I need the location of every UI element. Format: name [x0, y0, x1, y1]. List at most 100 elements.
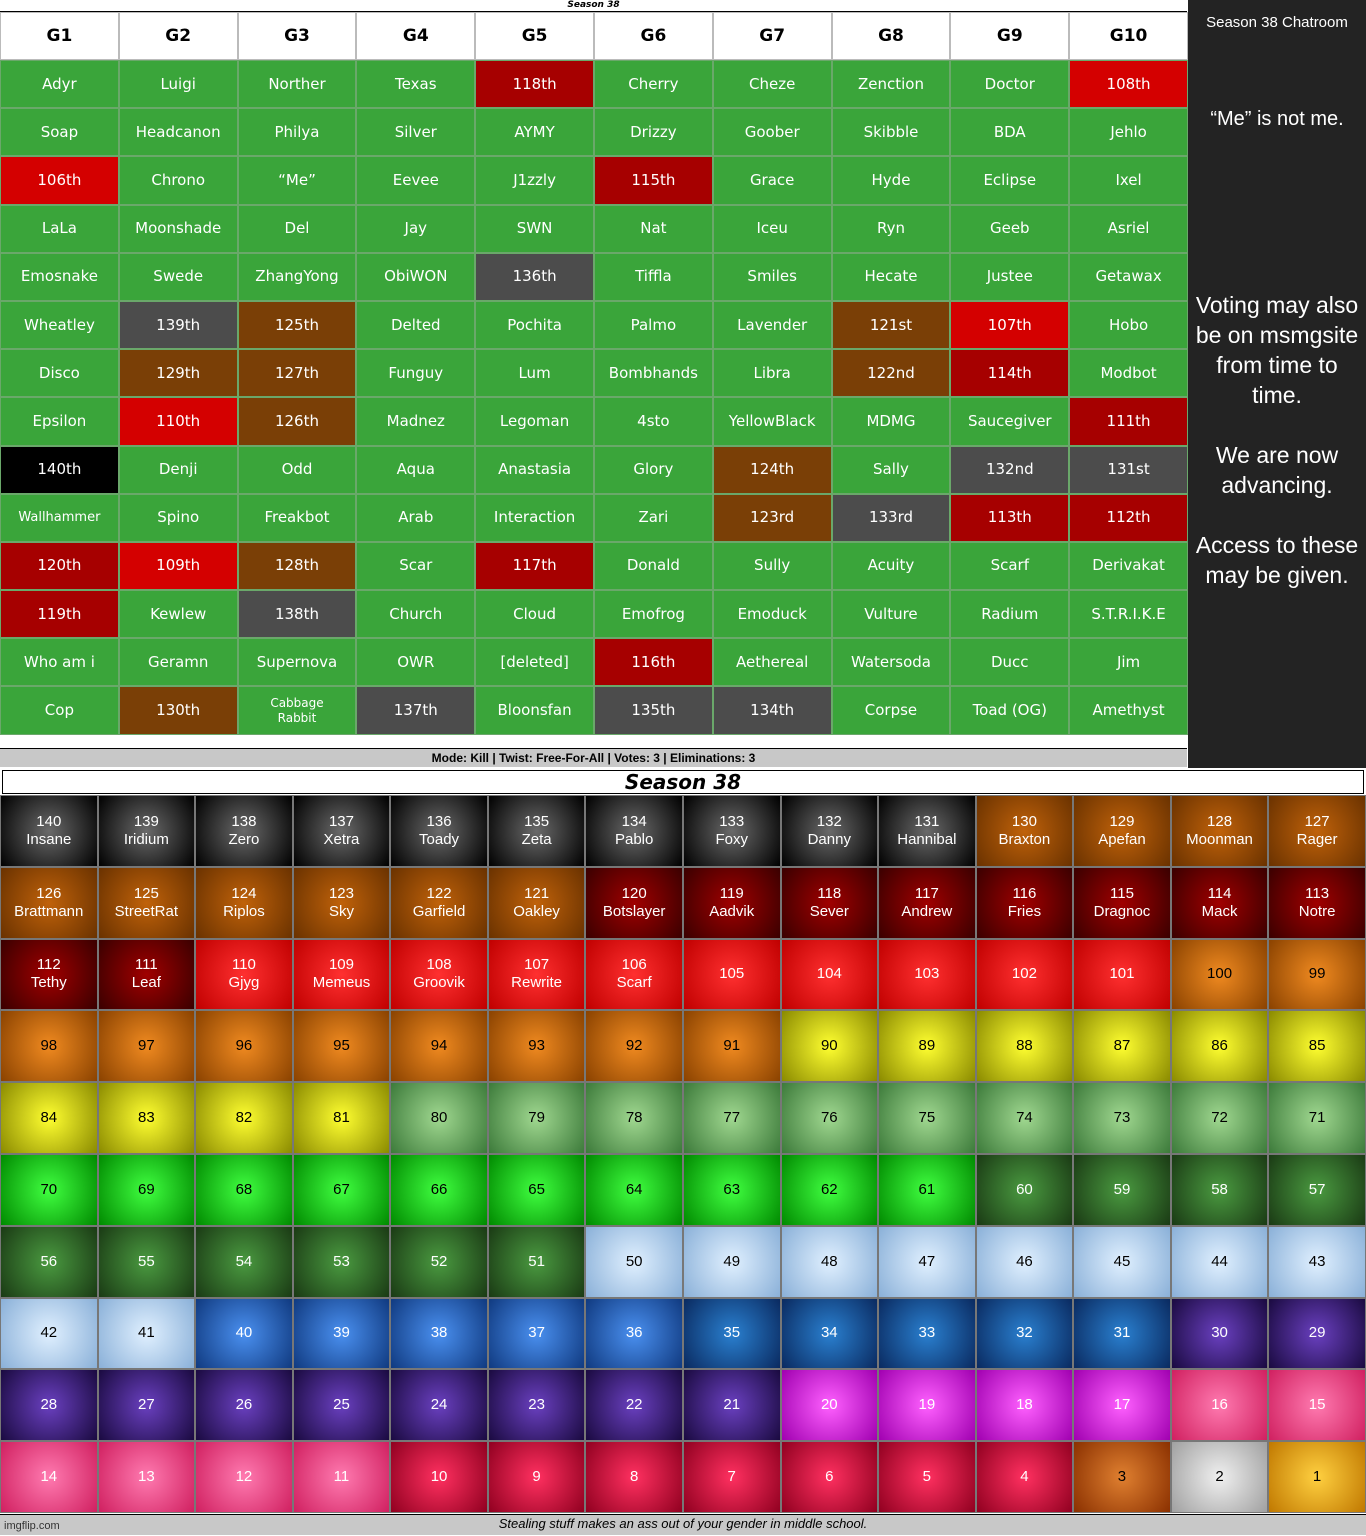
rank-cell: 58	[1170, 1153, 1269, 1226]
rank-cell: 98	[0, 1010, 98, 1083]
contestant-cell: Saucegiver	[950, 397, 1070, 446]
rank-cell: 95	[292, 1010, 391, 1083]
rank-cell: 1	[1268, 1441, 1366, 1513]
rank-cell: 89	[878, 1010, 976, 1083]
rank-cell: 29	[1268, 1297, 1366, 1370]
rank-number: 132	[816, 812, 842, 830]
rank-cell: 84	[0, 1082, 98, 1154]
contestant-cell: ZhangYong	[237, 252, 357, 301]
rank-cell: 15	[1268, 1369, 1366, 1442]
contestant-cell: 113th	[950, 493, 1070, 542]
rank-cell: 139 Iridium	[97, 795, 196, 867]
contestant-cell: Geramn	[118, 638, 238, 687]
rank-name: Aadvik	[709, 902, 755, 920]
rank-number: 70	[40, 1180, 58, 1198]
rank-cell: 64	[585, 1153, 683, 1226]
rank-number: 22	[625, 1396, 643, 1414]
rank-cell: 77	[682, 1082, 781, 1154]
rank-number: 86	[1211, 1037, 1228, 1055]
rank-number: 121	[524, 884, 550, 902]
contestant-cell: AYMY	[475, 108, 594, 157]
contestant-cell: Silver	[356, 108, 476, 157]
rank-number: 112	[36, 956, 61, 974]
contestant-grid: G1 G2 G3 G4 G5 G6 G7 G8 G9 G10 Adyr Luigi Norther Tex…	[0, 12, 1188, 735]
rank-cell: 130 Braxton	[975, 795, 1074, 867]
contestant-cell: Emofrog	[593, 590, 713, 639]
chatroom-note: “Me” is not me.	[1210, 108, 1344, 130]
rank-cell: 131 Hannibal	[878, 795, 976, 867]
contestant-cell: BDA	[950, 108, 1070, 157]
rank-number: 27	[138, 1396, 155, 1414]
rank-cell: 110 Gjyg	[195, 938, 293, 1011]
contestant-cell: Interaction	[475, 493, 594, 542]
rank-cell: 50	[585, 1225, 683, 1298]
rank-number: 125	[133, 884, 159, 902]
contestant-cell: Madnez	[356, 397, 476, 446]
rank-number: 78	[625, 1109, 643, 1127]
contestant-cell: Jim	[1069, 638, 1188, 687]
contestant-cell: Norther	[237, 60, 357, 109]
rank-cell: 6	[780, 1441, 879, 1513]
rank-number: 39	[333, 1324, 350, 1342]
rank-cell: 83	[97, 1082, 196, 1154]
rank-number: 77	[723, 1109, 741, 1127]
rank-number: 57	[1308, 1180, 1326, 1198]
rank-number: 71	[1308, 1109, 1326, 1127]
rank-number: 26	[235, 1396, 253, 1414]
rank-number: 29	[1308, 1324, 1326, 1342]
rank-number: 91	[723, 1037, 741, 1055]
rankings-grid: 140 Insane 139 Iridium 138 Zero 137 Xetra 136 Toa…	[0, 795, 1366, 1513]
rank-number: 101	[1109, 965, 1135, 983]
rank-cell: 119 Aadvik	[682, 866, 781, 939]
contestant-cell: 135th	[593, 686, 713, 735]
rank-cell: 99	[1268, 938, 1366, 1011]
rank-number: 24	[430, 1396, 448, 1414]
contestant-cell: 111th	[1069, 397, 1188, 446]
rank-number: 52	[430, 1252, 448, 1270]
group-header: G1	[0, 12, 119, 60]
contestant-cell: 119th	[0, 590, 119, 639]
rank-number: 95	[333, 1037, 350, 1055]
rank-name: Tethy	[30, 974, 67, 992]
contestant-cell: Zari	[593, 493, 713, 542]
rank-number: 90	[820, 1037, 838, 1055]
rank-cell: 66	[390, 1153, 488, 1226]
rank-cell: 118 Sever	[780, 866, 879, 939]
contestant-cell: Eclipse	[950, 156, 1070, 205]
rank-cell: 124 Riplos	[195, 866, 293, 939]
contestant-cell: Smiles	[712, 252, 832, 301]
rank-cell: 45	[1073, 1225, 1171, 1298]
rank-cell: 65	[487, 1153, 586, 1226]
rank-number: 104	[816, 965, 842, 983]
rank-number: 15	[1308, 1396, 1326, 1414]
contestant-cell: Tiffla	[593, 252, 713, 301]
rank-number: 65	[528, 1180, 545, 1198]
rank-number: 136	[426, 812, 452, 830]
rank-cell: 10	[390, 1441, 488, 1513]
group-header: G5	[475, 12, 594, 60]
contestant-cell: Philya	[237, 108, 357, 157]
contestant-cell: Wheatley	[0, 300, 119, 350]
group-header: G7	[712, 12, 832, 60]
rank-name: Rager	[1296, 830, 1338, 848]
rank-name: Apefan	[1098, 830, 1146, 848]
rank-cell: 129 Apefan	[1073, 795, 1171, 867]
board-season-label: Season 38	[0, 0, 1187, 12]
contestant-cell: 137th	[356, 686, 476, 735]
rank-name: Groovik	[413, 974, 465, 992]
rank-cell: 12	[195, 1441, 293, 1513]
contestant-cell: 126th	[237, 397, 357, 446]
rank-number: 83	[138, 1109, 155, 1127]
contestant-cell: Swede	[118, 252, 238, 301]
rank-name: Riplos	[223, 902, 265, 920]
rank-cell: 33	[878, 1297, 976, 1370]
contestant-cell: Scar	[356, 541, 476, 591]
rank-cell: 16	[1170, 1369, 1269, 1442]
rank-cell: 30	[1170, 1297, 1269, 1370]
rank-cell: 78	[585, 1082, 683, 1154]
rank-cell: 47	[878, 1225, 976, 1298]
rank-cell: 102	[975, 938, 1074, 1011]
rank-cell: 75	[878, 1082, 976, 1154]
contestant-cell: 138th	[237, 590, 357, 639]
rank-cell: 35	[682, 1297, 781, 1370]
